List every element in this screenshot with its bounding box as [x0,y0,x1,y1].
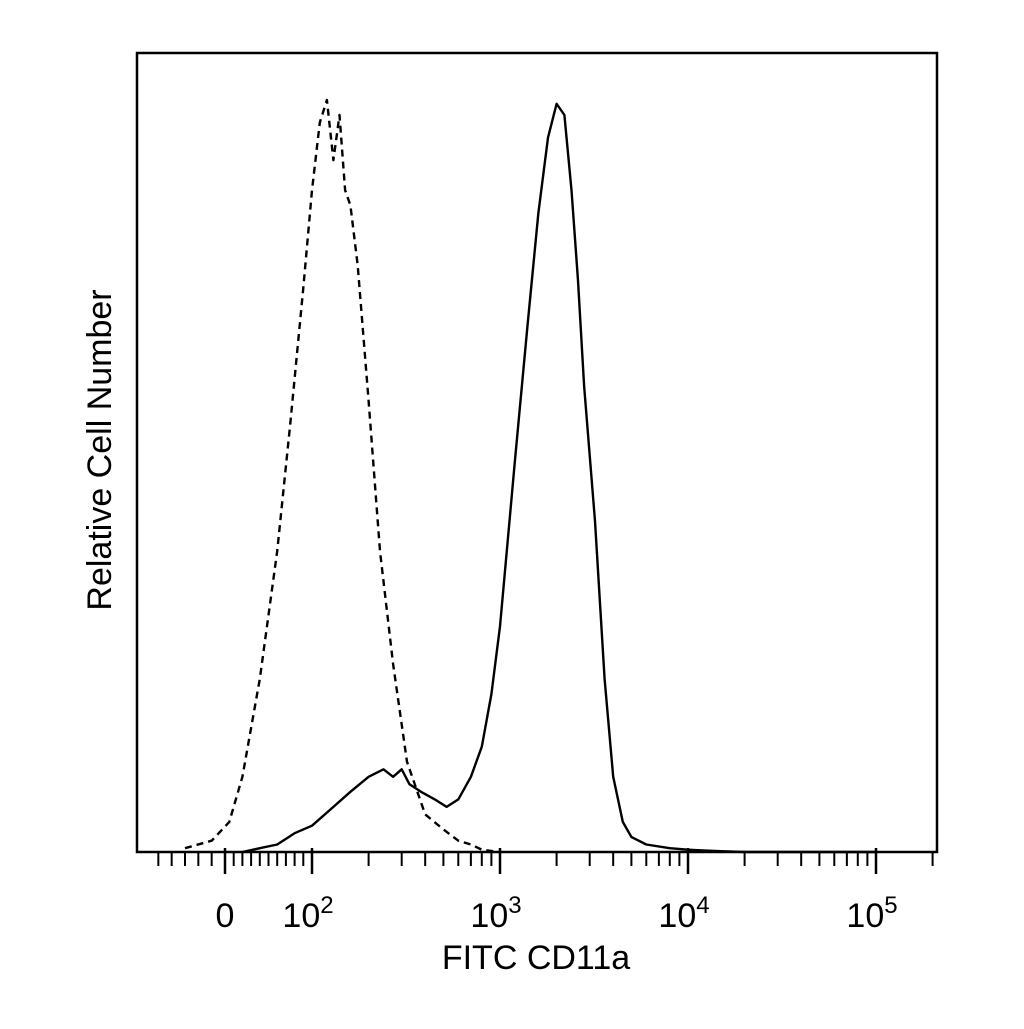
plot-border [135,51,939,854]
plot-area [135,51,939,854]
x-tick-label: 104 [658,892,709,935]
histogram-curves [184,98,876,854]
series-curve-dashed [184,98,501,854]
x-tick-label: 0 [216,897,235,935]
x-tick-label: 105 [846,892,897,935]
y-axis-label: Relative Cell Number [81,289,119,610]
x-tick-label: 102 [282,892,333,935]
x-axis: 0 102 103 104 105 [157,848,934,935]
x-axis-label: FITC CD11a [442,939,630,977]
series-curve-solid [242,102,876,854]
x-tick-label: 103 [470,892,521,935]
